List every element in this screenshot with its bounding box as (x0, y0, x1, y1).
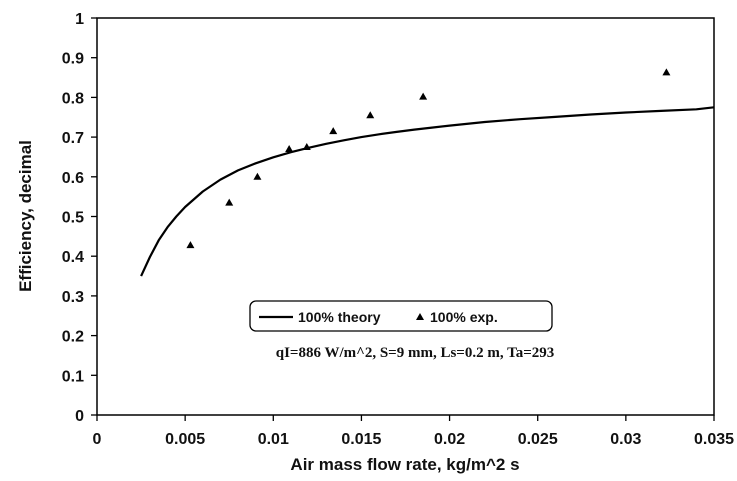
legend-exp-marker-swatch (416, 313, 424, 320)
x-tick-label: 0.025 (518, 431, 558, 448)
x-tick-label: 0.015 (341, 431, 381, 448)
y-tick-label: 0 (75, 408, 84, 425)
exp-data-point (419, 92, 428, 100)
x-tick-label: 0 (93, 431, 102, 448)
plot-area-frame (96, 17, 715, 416)
exp-data-point (285, 145, 294, 153)
y-axis-title: Efficiency, decimal (16, 140, 35, 292)
y-tick-label: 0.8 (62, 90, 84, 107)
exp-data-point (302, 143, 311, 151)
y-tick-label: 0.1 (62, 368, 84, 385)
x-tick-label: 0.02 (434, 431, 465, 448)
y-tick-label: 0.2 (62, 329, 84, 346)
theory-curve (140, 106, 715, 277)
y-tick-label: 1 (75, 11, 84, 28)
y-tick-label: 0.4 (62, 249, 84, 266)
y-tick-label: 0.9 (62, 51, 84, 68)
legend-theory-label: 100% theory (298, 309, 381, 325)
x-tick-label: 0.03 (610, 431, 641, 448)
exp-data-point (329, 127, 338, 135)
legend-exp-label: 100% exp. (430, 309, 498, 325)
y-tick-label: 0.7 (62, 130, 84, 147)
x-tick-label: 0.035 (694, 431, 734, 448)
legend: 100% theory 100% exp. (249, 300, 553, 332)
x-tick-label: 0.005 (165, 431, 205, 448)
y-tick-label: 0.3 (62, 289, 84, 306)
plot-layer (140, 68, 715, 277)
tick-layer: 0 0.005 0.01 0.015 0.02 0.025 0.03 0.035 0 0.1 0.2… (62, 11, 734, 448)
exp-data-point (225, 198, 234, 206)
legend-box (249, 300, 553, 332)
exp-data-point (186, 241, 195, 249)
y-tick-label: 0.6 (62, 170, 84, 187)
exp-data-point (253, 172, 262, 180)
y-tick-label: 0.5 (62, 210, 84, 227)
x-tick-label: 0.01 (258, 431, 289, 448)
conditions-annotation: qI=886 W/m^2, S=9 mm, Ls=0.2 m, Ta=293 (276, 345, 555, 361)
exp-data-point (662, 68, 671, 76)
exp-data-point (366, 111, 375, 119)
x-axis-title: Air mass flow rate, kg/m^2 s (290, 455, 519, 474)
